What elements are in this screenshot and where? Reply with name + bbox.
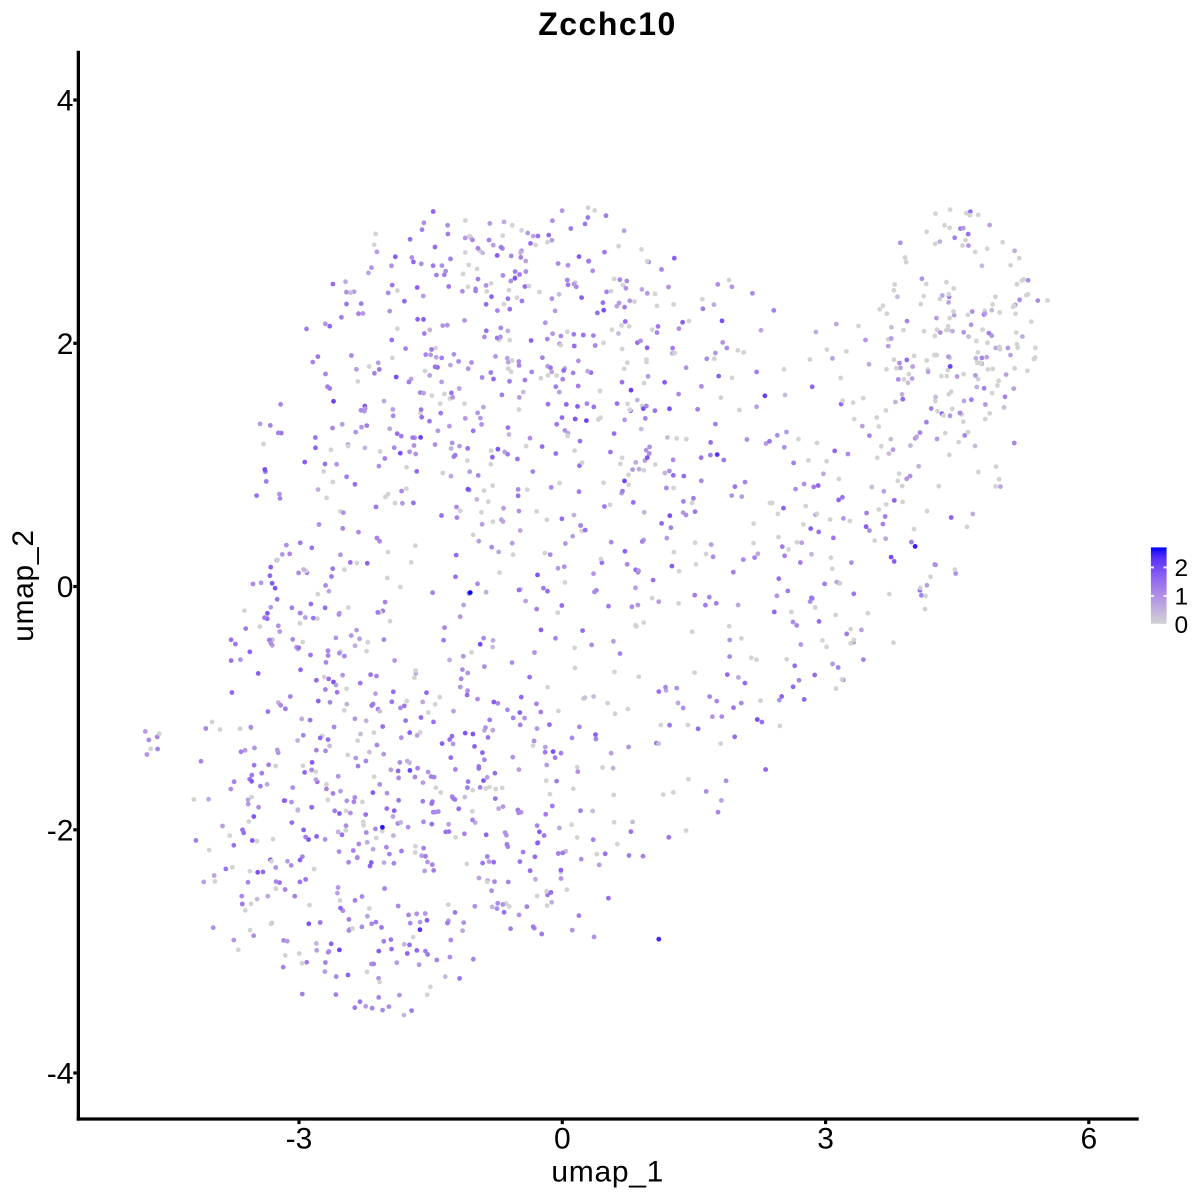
- svg-text:umap_2: umap_2: [7, 529, 40, 642]
- svg-text:2: 2: [57, 328, 74, 361]
- svg-text:0: 0: [554, 1123, 571, 1156]
- svg-text:-4: -4: [47, 1058, 74, 1091]
- svg-text:4: 4: [57, 85, 74, 118]
- svg-text:1: 1: [1175, 584, 1189, 611]
- svg-text:2: 2: [1175, 555, 1189, 582]
- svg-text:3: 3: [817, 1123, 834, 1156]
- svg-text:Zcchc10: Zcchc10: [538, 6, 677, 42]
- svg-text:-3: -3: [286, 1123, 313, 1156]
- svg-text:0: 0: [1175, 612, 1189, 639]
- svg-text:0: 0: [57, 571, 74, 604]
- svg-text:umap_1: umap_1: [551, 1155, 664, 1188]
- svg-text:-2: -2: [47, 814, 74, 847]
- svg-text:6: 6: [1080, 1123, 1097, 1156]
